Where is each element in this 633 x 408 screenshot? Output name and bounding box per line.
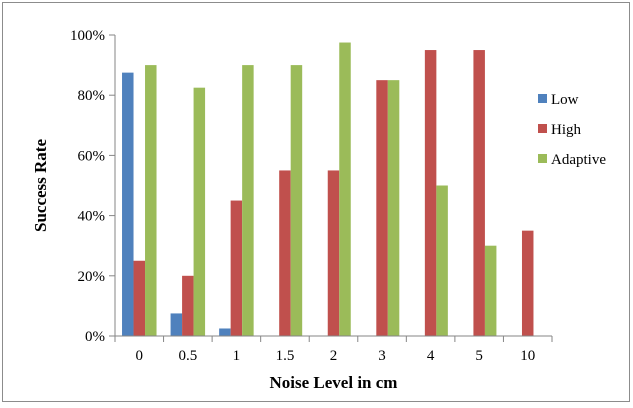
- legend-swatch-low: [538, 94, 547, 103]
- x-tick-label: 0: [136, 348, 144, 364]
- bar-high-10: [521, 230, 534, 336]
- legend-swatch-adaptive: [538, 154, 547, 163]
- bar-high-2: [327, 170, 340, 336]
- x-tick-label: 1: [233, 348, 241, 364]
- bar-adaptive-0.5: [193, 87, 206, 337]
- legend-label-high: High: [551, 122, 582, 138]
- bar-chart: 0% 20% 40% 60% 80% 100% 0 0.5 1 1.5 2 3 4 5 10 Low High…: [31, 28, 606, 392]
- legend-label-low: Low: [551, 92, 579, 108]
- x-tick-label: 1.5: [276, 348, 295, 364]
- x-axis-title: Noise Level in cm: [270, 373, 398, 392]
- x-tick-label: 2: [330, 348, 338, 364]
- bar-low-1: [219, 328, 231, 336]
- bar-low-0: [122, 72, 134, 337]
- y-tick-label: 100%: [70, 28, 105, 44]
- x-tick-label: 4: [427, 348, 435, 364]
- bar-low-0.5: [170, 313, 183, 336]
- y-tick-label: 20%: [78, 269, 106, 285]
- bar-adaptive-3: [387, 80, 400, 337]
- bar-high-1.5: [279, 170, 291, 336]
- bar-high-0: [133, 260, 146, 336]
- bar-adaptive-1: [242, 65, 254, 336]
- y-tick-label: 0%: [85, 329, 105, 345]
- chart-frame: 0% 20% 40% 60% 80% 100% 0 0.5 1 1.5 2 3 4 5 10 Low High…: [2, 2, 630, 402]
- y-tick-label: 40%: [78, 209, 106, 225]
- bar-adaptive-1.5: [290, 65, 303, 336]
- bar-adaptive-2: [339, 42, 351, 336]
- bar-high-4: [424, 50, 437, 337]
- x-tick-label: 5: [475, 348, 483, 364]
- bar-high-1: [230, 200, 243, 336]
- legend: Low High Adaptive: [538, 92, 606, 168]
- y-tick-label: 80%: [78, 88, 106, 104]
- bar-adaptive-5: [484, 245, 497, 336]
- x-tick-label: 3: [378, 348, 386, 364]
- x-tick-label: 0.5: [178, 348, 197, 364]
- bar-high-3: [376, 80, 388, 337]
- y-tick-label: 60%: [78, 148, 106, 164]
- bar-adaptive-4: [436, 185, 448, 336]
- axes: 0% 20% 40% 60% 80% 100% 0 0.5 1 1.5 2 3 4 5 10: [70, 28, 553, 364]
- bar-high-0.5: [182, 275, 194, 336]
- bar-adaptive-0: [145, 65, 157, 336]
- plot-area: [122, 42, 534, 337]
- legend-label-adaptive: Adaptive: [551, 152, 606, 168]
- legend-swatch-high: [538, 124, 547, 133]
- y-axis-title: Success Rate: [31, 139, 50, 232]
- bar-high-5: [473, 50, 485, 337]
- x-tick-label: 10: [520, 348, 535, 364]
